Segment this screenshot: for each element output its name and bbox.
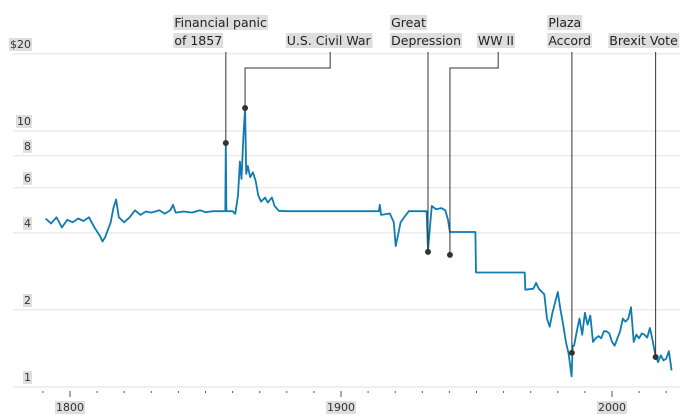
y-tick-label: 10 (17, 115, 31, 128)
annotation-label-group: U.S. Civil War (285, 33, 373, 48)
y-tick-label: 6 (24, 172, 31, 185)
y-tick-label-bg (16, 115, 32, 128)
x-tick-label-bg (55, 401, 85, 414)
y-tick-label-group: 10 (16, 115, 32, 128)
annotation-dot (222, 139, 229, 146)
y-tick-label-group: 1 (23, 371, 32, 384)
annotation-label-group: WW II (476, 33, 515, 48)
y-tick-label: 8 (24, 140, 31, 153)
annotation-label-group: Accord (547, 33, 592, 48)
annotation-label: WW II (478, 33, 514, 48)
annotation-label-group: of 1857 (173, 33, 224, 48)
x-tick-label-bg (597, 401, 627, 414)
y-tick-label-bg (23, 171, 32, 185)
annotation-label: Accord (548, 33, 591, 48)
annotation-label-group: Plaza (547, 15, 583, 30)
annotation-dot (568, 349, 575, 356)
y-tick-label: 1 (24, 371, 31, 384)
x-tick-label-group: 1900 (326, 401, 356, 414)
annotation-label-bg (173, 33, 224, 48)
y-tick-label-group: 8 (23, 139, 32, 153)
y-tick-label: 2 (24, 294, 31, 307)
annotation-leader-line (244, 52, 331, 108)
annotation-label-group: Depression (390, 33, 463, 48)
y-tick-label: $20 (10, 38, 31, 51)
annotation-label-bg (390, 33, 463, 48)
annotation-dot (424, 248, 431, 255)
annotation-label-bg (547, 33, 592, 48)
x-tick-label: 2000 (598, 401, 626, 414)
annotation-label: Brexit Vote (609, 33, 678, 48)
series-line (44, 107, 673, 378)
y-tick-label-group: 6 (23, 171, 32, 185)
y-tick-label-bg (9, 37, 32, 51)
annotation-label: U.S. Civil War (287, 33, 372, 48)
annotation-label-group: Great (390, 15, 428, 30)
x-tick-label: 1900 (327, 401, 355, 414)
annotation-label: Plaza (548, 15, 581, 30)
x-tick-label-group: 1800 (55, 401, 85, 414)
annotation-label-bg (476, 33, 515, 48)
y-tick-label-group: 4 (23, 216, 32, 230)
annotation-leader-line (449, 52, 499, 255)
annotation-label-bg (608, 33, 680, 48)
annotation-label-bg (547, 15, 583, 30)
y-tick-label-bg (23, 139, 32, 153)
y-tick-label-bg (23, 371, 32, 384)
annotation-dot (652, 353, 659, 360)
y-tick-label-group: $20 (9, 37, 32, 51)
annotation-label: Financial panic (174, 15, 267, 30)
y-tick-label-bg (23, 216, 32, 230)
annotation-label: of 1857 (174, 33, 222, 48)
annotation-label: Great (391, 15, 426, 30)
annotation-label-group: Financial panic (173, 15, 269, 30)
annotation-label-bg (285, 33, 373, 48)
annotation-dot (242, 104, 249, 111)
y-tick-label: 4 (24, 217, 31, 230)
x-tick-label-group: 2000 (597, 401, 627, 414)
y-tick-label-bg (23, 293, 32, 307)
y-tick-label-group: 2 (23, 293, 32, 307)
annotation-label-bg (173, 15, 269, 30)
annotation-dot (446, 251, 453, 258)
x-tick-label: 1800 (56, 401, 84, 414)
annotation-label-group: Brexit Vote (608, 33, 680, 48)
annotation-label-bg (390, 15, 428, 30)
annotation-label: Depression (391, 33, 461, 48)
x-tick-label-bg (326, 401, 356, 414)
